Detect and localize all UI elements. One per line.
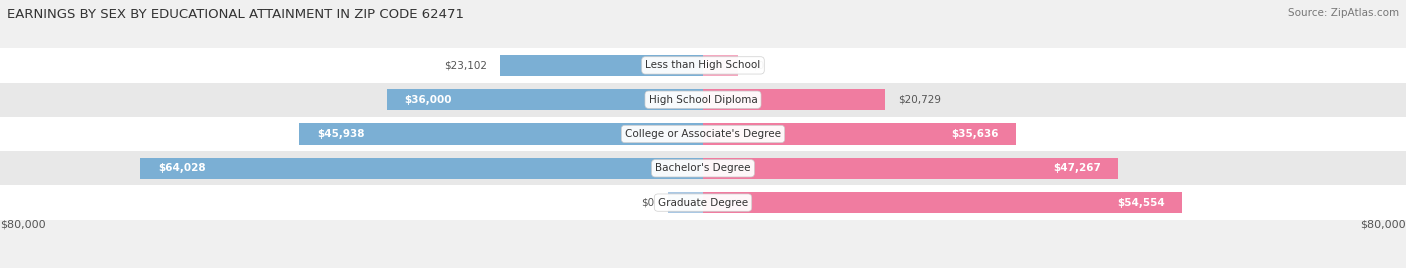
Text: $23,102: $23,102 — [444, 60, 486, 70]
Bar — [387, 89, 703, 110]
Bar — [703, 55, 738, 76]
Bar — [0, 185, 1406, 220]
Bar — [0, 151, 1406, 185]
Text: Bachelor's Degree: Bachelor's Degree — [655, 163, 751, 173]
Text: EARNINGS BY SEX BY EDUCATIONAL ATTAINMENT IN ZIP CODE 62471: EARNINGS BY SEX BY EDUCATIONAL ATTAINMEN… — [7, 8, 464, 21]
Text: $36,000: $36,000 — [405, 95, 451, 105]
Bar — [668, 192, 703, 213]
Text: Graduate Degree: Graduate Degree — [658, 198, 748, 208]
Bar — [703, 89, 886, 110]
Text: $45,938: $45,938 — [316, 129, 364, 139]
Bar — [299, 123, 703, 145]
Bar — [703, 192, 1182, 213]
Bar — [703, 158, 1118, 179]
Bar — [0, 117, 1406, 151]
Text: Source: ZipAtlas.com: Source: ZipAtlas.com — [1288, 8, 1399, 18]
Text: $20,729: $20,729 — [898, 95, 942, 105]
Text: $80,000: $80,000 — [1361, 220, 1406, 230]
Text: $0: $0 — [641, 198, 655, 208]
Text: $54,554: $54,554 — [1118, 198, 1164, 208]
Bar — [0, 48, 1406, 83]
Bar — [0, 83, 1406, 117]
Bar — [141, 158, 703, 179]
Text: College or Associate's Degree: College or Associate's Degree — [626, 129, 780, 139]
Bar — [703, 123, 1017, 145]
Text: $64,028: $64,028 — [157, 163, 205, 173]
Text: High School Diploma: High School Diploma — [648, 95, 758, 105]
Text: Less than High School: Less than High School — [645, 60, 761, 70]
Text: $0: $0 — [751, 60, 765, 70]
Text: $35,636: $35,636 — [950, 129, 998, 139]
Text: $47,267: $47,267 — [1053, 163, 1101, 173]
Text: $80,000: $80,000 — [0, 220, 45, 230]
Bar — [501, 55, 703, 76]
